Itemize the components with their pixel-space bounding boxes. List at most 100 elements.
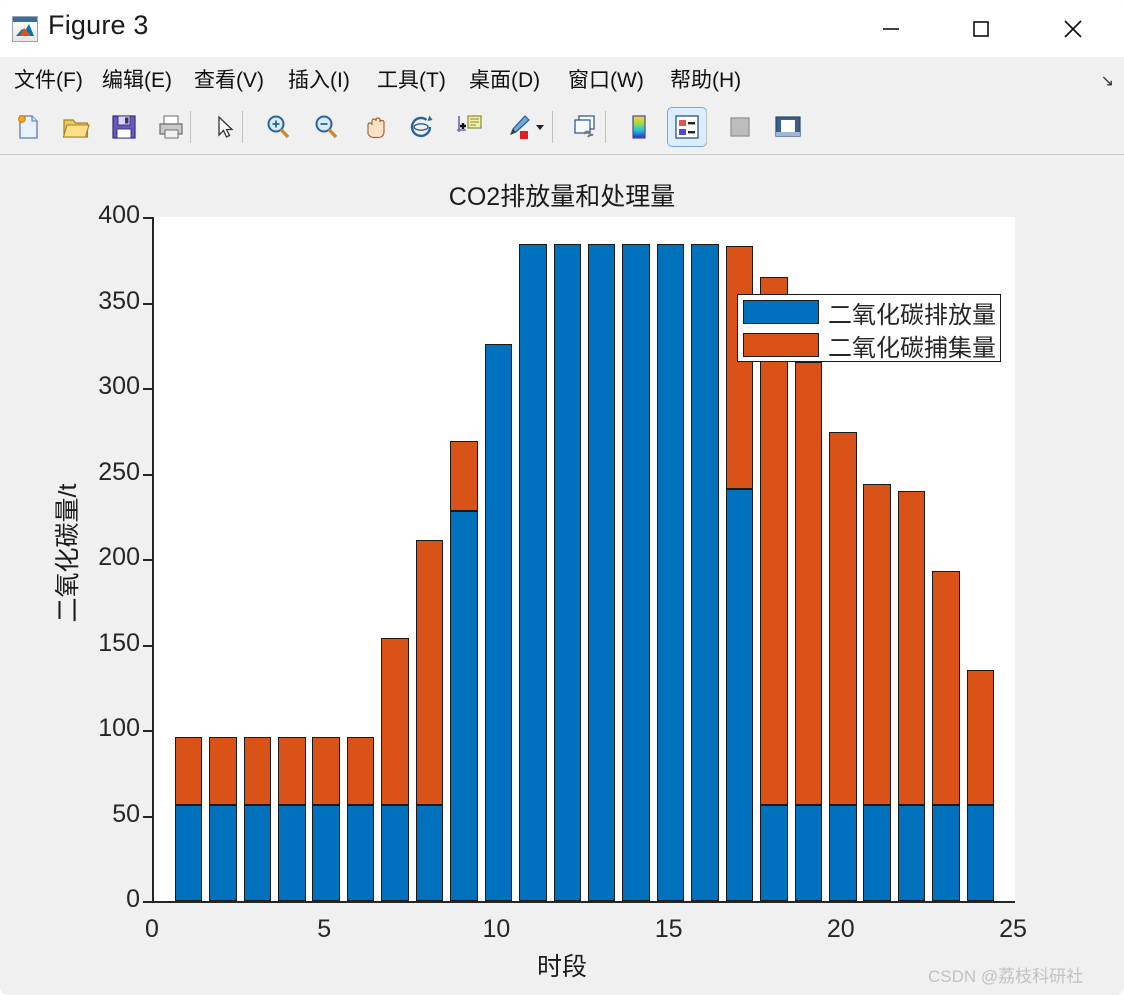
y-tick-label: 350 <box>98 286 140 315</box>
bar-segment-emissions <box>484 343 513 901</box>
chart-title: CO2排放量和处理量 <box>448 183 676 211</box>
bar-segment-emissions <box>346 805 375 901</box>
legend-swatch-emissions <box>743 300 819 324</box>
title-bar: Figure 3 <box>0 0 1124 57</box>
bar-group <box>863 217 891 901</box>
bar-group <box>966 217 995 901</box>
x-tick-label: 25 <box>999 915 1027 943</box>
colorbar-button[interactable] <box>619 107 659 147</box>
brush-dropdown-button[interactable] <box>530 107 550 147</box>
bar-segment-emissions <box>622 244 650 901</box>
bar-group <box>829 217 857 901</box>
bar-group <box>312 217 340 901</box>
x-tick-label: 15 <box>654 915 683 943</box>
bar-group <box>691 217 719 901</box>
bar-segment-capture <box>897 490 926 806</box>
minimize-icon <box>883 27 899 30</box>
x-tick-label: 0 <box>145 915 159 943</box>
show-plot-tools-icon <box>775 116 801 137</box>
menu-item-help[interactable]: 帮助(H) <box>670 69 742 92</box>
bar-segment-emissions <box>760 805 788 901</box>
legend-button[interactable] <box>667 107 707 147</box>
print-figure-icon <box>159 115 183 139</box>
bar-segment-emissions <box>209 805 237 901</box>
link-data-icon <box>574 115 595 138</box>
bar-segment-capture <box>243 736 272 806</box>
bar-group <box>277 217 306 901</box>
figure-canvas: CO2排放量和处理量 二氧化碳量/t 时段 0 50 100 150 200 250 300… <box>8 155 1116 987</box>
hide-plot-tools-button[interactable] <box>720 107 760 147</box>
bar-segment-emissions <box>656 244 685 901</box>
x-tick-label: 10 <box>482 915 511 943</box>
minimize-button[interactable] <box>858 0 924 57</box>
plot-area: 二氧化碳排放量 二氧化碳捕集量 <box>152 217 1015 903</box>
menu-bar: 文件(F) 编辑(E) 查看(V) 插入(I) 工具(T) 桌面(D) 窗口(W… <box>0 57 1124 100</box>
print-figure-button[interactable] <box>152 107 192 147</box>
data-cursor-icon <box>457 115 482 132</box>
bar-group <box>932 217 960 901</box>
bar-group <box>450 217 478 901</box>
menu-item-window[interactable]: 窗口(W) <box>568 69 644 92</box>
legend-icon <box>675 115 699 139</box>
bar-segment-emissions <box>277 805 306 901</box>
bar-segment-emissions <box>794 805 823 901</box>
save-figure-button[interactable] <box>104 107 144 147</box>
menu-item-view[interactable]: 查看(V) <box>194 69 264 92</box>
bar-group <box>587 217 616 901</box>
bar-segment-capture <box>829 432 857 806</box>
menu-item-edit[interactable]: 编辑(E) <box>102 69 172 92</box>
y-tick-mark <box>143 302 152 305</box>
legend-swatch-capture <box>743 333 819 357</box>
bar-group <box>484 217 513 901</box>
pointer-icon <box>218 115 234 138</box>
bar-segment-capture <box>794 362 823 806</box>
bar-segment-capture <box>932 570 960 806</box>
toolbar-separator-4 <box>605 111 606 143</box>
y-tick-label: 200 <box>98 543 140 571</box>
pan-icon <box>367 117 385 139</box>
bar-segment-emissions <box>932 805 960 901</box>
csdn-watermark: CSDN @荔枝科研社 <box>928 967 1084 986</box>
link-data-button[interactable] <box>566 107 606 147</box>
bar-segment-emissions <box>381 805 409 901</box>
menu-item-insert[interactable]: 插入(I) <box>288 69 350 92</box>
x-axis-label: 时段 <box>536 953 587 981</box>
toolbar-separator-3 <box>552 111 553 143</box>
rotate-3d-button[interactable] <box>402 107 442 147</box>
menu-item-desktop[interactable]: 桌面(D) <box>469 69 541 92</box>
open-file-button[interactable] <box>56 107 96 147</box>
bar-segment-capture <box>450 441 478 512</box>
pan-button[interactable] <box>354 107 394 147</box>
hide-plot-tools-icon <box>730 117 750 137</box>
bar-segment-emissions <box>519 244 547 901</box>
brush-icon <box>509 115 530 139</box>
toolbar-separator-2 <box>242 111 243 143</box>
legend-label-emissions: 二氧化碳排放量 <box>828 302 996 329</box>
brush-button[interactable] <box>498 107 538 147</box>
zoom-in-button[interactable] <box>258 107 298 147</box>
menu-expand-icon[interactable]: ↘ <box>1100 73 1114 90</box>
menu-item-file[interactable]: 文件(F) <box>14 69 83 92</box>
menu-item-tools[interactable]: 工具(T) <box>377 69 446 92</box>
close-button[interactable] <box>1040 0 1106 57</box>
bar-segment-emissions <box>450 511 478 901</box>
y-tick-label: 400 <box>98 201 140 229</box>
new-figure-icon <box>18 115 38 139</box>
legend-row-capture: 二氧化碳捕集量 <box>738 328 1002 362</box>
legend-label-capture: 二氧化碳捕集量 <box>828 335 996 362</box>
zoom-out-icon <box>315 115 338 139</box>
y-tick-mark <box>143 644 152 647</box>
bar-segment-emissions <box>553 244 582 901</box>
bar-segment-capture <box>415 540 444 806</box>
show-plot-tools-button[interactable] <box>768 107 808 147</box>
pointer-button[interactable] <box>205 107 245 147</box>
new-figure-button[interactable] <box>8 107 48 147</box>
bar-segment-emissions <box>415 805 444 901</box>
zoom-out-button[interactable] <box>306 107 346 147</box>
bar-segment-capture <box>346 736 375 806</box>
chart-legend[interactable]: 二氧化碳排放量 二氧化碳捕集量 <box>737 294 1001 362</box>
maximize-button[interactable] <box>948 0 1014 57</box>
bar-group <box>622 217 650 901</box>
data-cursor-button[interactable] <box>450 107 490 147</box>
bar-group <box>656 217 685 901</box>
